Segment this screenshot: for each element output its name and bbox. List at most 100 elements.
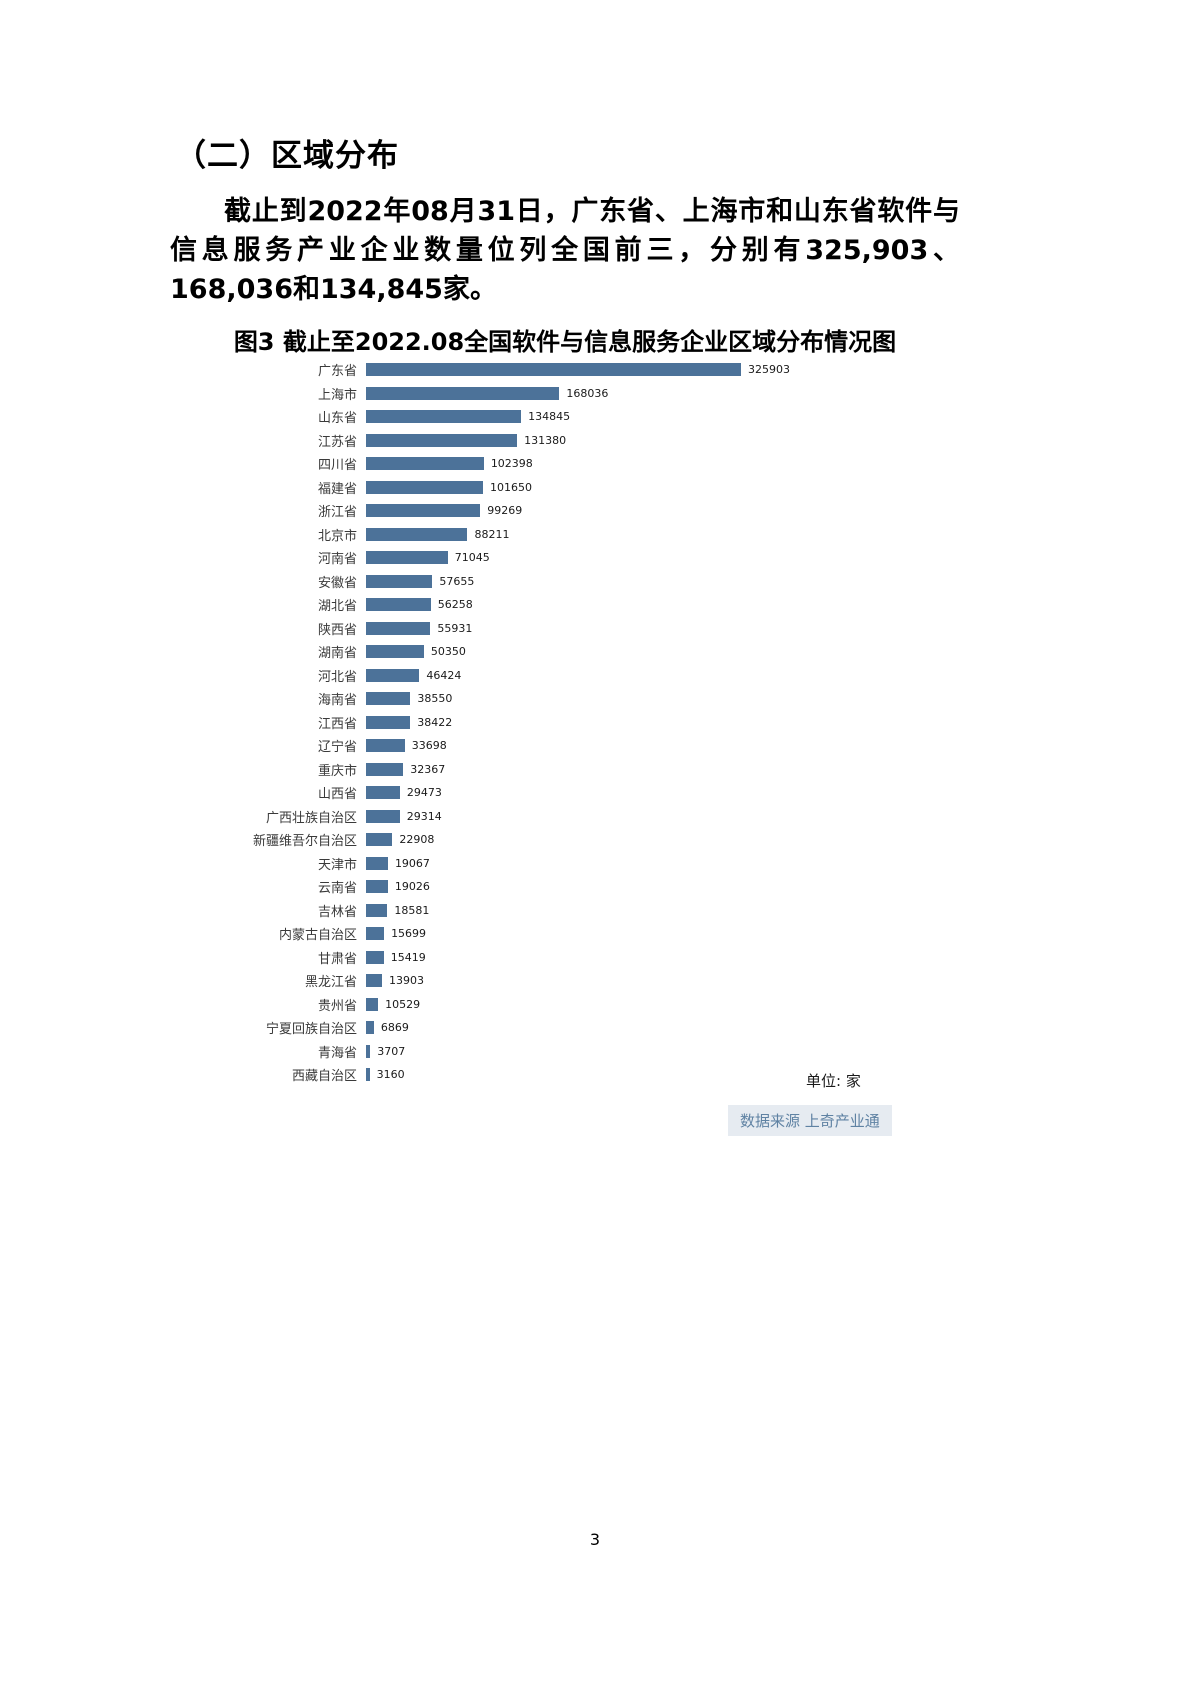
chart-value-label: 325903 [748, 363, 790, 377]
chart-bar [366, 950, 384, 964]
chart-category-label: 新疆维吾尔自治区 [252, 834, 357, 850]
chart-value-label: 57655 [439, 574, 475, 588]
chart-row: 山西省 29473 [212, 781, 892, 805]
chart-value-label: 22908 [399, 833, 435, 847]
chart-value-label: 10529 [385, 997, 421, 1011]
chart-row: 河北省 46424 [212, 664, 892, 688]
chart-value-label: 29314 [406, 809, 442, 823]
chart-value-label: 102398 [490, 457, 533, 471]
chart-category-label: 辽宁省 [317, 740, 357, 756]
chart-value-label: 13903 [388, 974, 424, 988]
chart-category-label: 安徽省 [317, 575, 357, 591]
chart-category-label: 青海省 [317, 1045, 357, 1061]
chart-bar [366, 621, 431, 635]
chart-bar [366, 739, 405, 753]
chart-value-label: 19026 [394, 880, 430, 894]
chart-bar [366, 927, 385, 941]
chart-value-label: 6869 [380, 1021, 409, 1035]
chart-value-label: 46424 [426, 668, 462, 682]
chart-value-label: 101650 [489, 480, 532, 494]
chart-value-label: 3160 [376, 1068, 405, 1082]
chart-bar [366, 410, 522, 424]
chart-title: 图3 截止至2022.08全国软件与信息服务企业区域分布情况图 [233, 328, 897, 356]
chart-value-label: 3707 [377, 1044, 406, 1058]
chart-bar [366, 762, 404, 776]
bar-chart: 广东省 325903 上海市 168036 山东省 134845 江苏省 131380 四川省 1… [212, 358, 892, 1087]
chart-bar [366, 880, 388, 894]
chart-category-label: 贵州省 [317, 998, 357, 1014]
chart-bar [366, 527, 468, 541]
chart-row: 云南省 19026 [212, 875, 892, 899]
chart-bar [366, 692, 411, 706]
chart-row: 贵州省 10529 [212, 993, 892, 1017]
chart-category-label: 福建省 [317, 481, 357, 497]
chart-row: 青海省 3707 [212, 1040, 892, 1064]
chart-category-label: 天津市 [317, 857, 357, 873]
data-source-label: 数据来源 上奇产业通 [728, 1105, 892, 1136]
chart-row: 湖北省 56258 [212, 593, 892, 617]
chart-value-label: 15699 [391, 927, 427, 941]
chart-bar [366, 645, 424, 659]
chart-value-label: 50350 [430, 645, 466, 659]
chart-row: 广西壮族自治区 29314 [212, 805, 892, 829]
chart-row: 北京市 88211 [212, 523, 892, 547]
section-heading: （二）区域分布 [175, 138, 399, 174]
chart-row: 陕西省 55931 [212, 617, 892, 641]
chart-value-label: 56258 [437, 598, 473, 612]
chart-bar [366, 363, 741, 377]
chart-category-label: 江西省 [317, 716, 357, 732]
body-paragraph: 截止到2022年08月31日，广东省、上海市和山东省软件与信息服务产业企业数量位… [170, 196, 960, 305]
chart-row: 海南省 38550 [212, 687, 892, 711]
chart-category-label: 内蒙古自治区 [278, 928, 357, 944]
chart-value-label: 71045 [454, 551, 490, 565]
chart-row: 宁夏回族自治区 6869 [212, 1016, 892, 1040]
chart-bar [366, 715, 411, 729]
chart-category-label: 湖北省 [317, 599, 357, 615]
chart-value-label: 29473 [406, 786, 442, 800]
chart-row: 西藏自治区 3160 [212, 1063, 892, 1087]
chart-row: 浙江省 99269 [212, 499, 892, 523]
chart-row: 江苏省 131380 [212, 429, 892, 453]
chart-category-label: 江苏省 [317, 434, 357, 450]
chart-bar [366, 974, 382, 988]
chart-bar [366, 997, 379, 1011]
chart-row: 辽宁省 33698 [212, 734, 892, 758]
page-number: 3 [589, 1530, 601, 1549]
chart-category-label: 吉林省 [317, 904, 357, 920]
chart-value-label: 134845 [528, 410, 571, 424]
chart-category-label: 西藏自治区 [291, 1069, 357, 1085]
chart-bar [366, 856, 388, 870]
chart-value-label: 32367 [410, 762, 446, 776]
chart-category-label: 河南省 [317, 552, 357, 568]
chart-bar [366, 1068, 370, 1082]
chart-row: 天津市 19067 [212, 852, 892, 876]
chart-bar [366, 480, 483, 494]
chart-row: 福建省 101650 [212, 476, 892, 500]
chart-bar [366, 598, 431, 612]
chart-category-label: 浙江省 [317, 505, 357, 521]
chart-value-label: 131380 [524, 433, 567, 447]
chart-category-label: 北京市 [317, 528, 357, 544]
chart-row: 河南省 71045 [212, 546, 892, 570]
chart-category-label: 广东省 [317, 364, 357, 380]
chart-row: 新疆维吾尔自治区 22908 [212, 828, 892, 852]
chart-category-label: 山东省 [317, 411, 357, 427]
chart-row: 广东省 325903 [212, 358, 892, 382]
chart-bar [366, 386, 560, 400]
chart-bar [366, 833, 393, 847]
chart-value-label: 99269 [487, 504, 523, 518]
chart-row: 黑龙江省 13903 [212, 969, 892, 993]
chart-bar [366, 1044, 371, 1058]
chart-bar [366, 809, 400, 823]
chart-bar [366, 668, 420, 682]
chart-value-label: 15419 [390, 950, 426, 964]
chart-category-label: 上海市 [317, 387, 357, 403]
chart-value-label: 38550 [417, 692, 453, 706]
chart-category-label: 黑龙江省 [304, 975, 357, 991]
chart-row: 甘肃省 15419 [212, 946, 892, 970]
chart-bar [366, 574, 433, 588]
chart-category-label: 重庆市 [317, 763, 357, 779]
chart-category-label: 宁夏回族自治区 [265, 1022, 357, 1038]
chart-row: 上海市 168036 [212, 382, 892, 406]
